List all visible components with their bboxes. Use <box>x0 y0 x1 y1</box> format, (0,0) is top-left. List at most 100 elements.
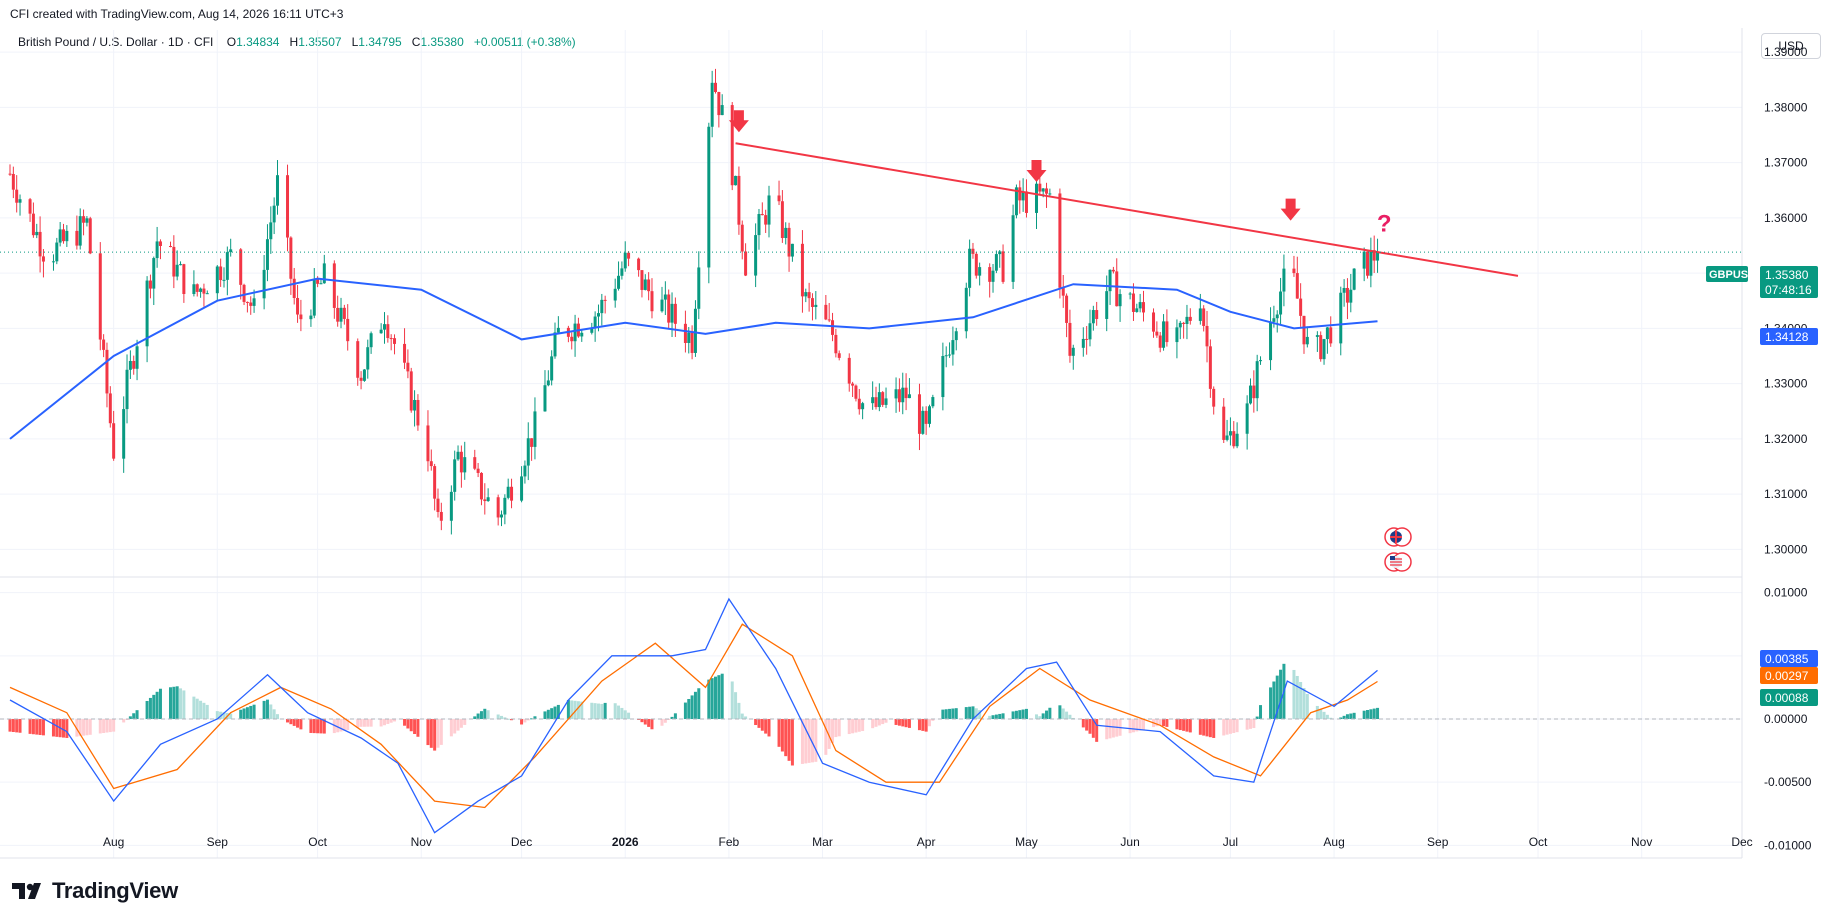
histogram-bar <box>673 713 677 719</box>
histogram-bar <box>994 714 998 719</box>
histogram-bar <box>195 698 199 719</box>
histogram-bar <box>145 700 149 719</box>
candle-body <box>1131 293 1135 312</box>
histogram-bar <box>1155 719 1159 727</box>
legend-high-value: 1.35507 <box>298 35 342 49</box>
histogram-bar <box>1105 719 1109 740</box>
histogram-bar <box>506 718 510 720</box>
histogram-bar <box>473 716 477 719</box>
candle-body <box>369 333 373 348</box>
candle-body <box>927 406 931 424</box>
histogram-bar <box>356 719 360 728</box>
candle-body <box>158 241 162 247</box>
candle-body <box>426 425 430 462</box>
candle-body <box>620 268 624 276</box>
legend-change: +0.00511 (+0.38%) <box>473 35 576 49</box>
candle-body <box>61 229 65 242</box>
candle-body <box>1282 268 1286 292</box>
signal-line <box>9 623 1378 809</box>
histogram-bar <box>122 719 126 723</box>
candle-body <box>41 256 45 262</box>
candle-body <box>767 195 771 225</box>
macd-tick-label: 0.00000 <box>1764 712 1808 726</box>
candle-body <box>974 253 978 276</box>
candle-body <box>449 491 453 521</box>
candle-body <box>1024 191 1028 213</box>
candle-body <box>389 338 393 340</box>
tradingview-logo[interactable]: TradingView <box>12 878 178 904</box>
histogram-bar <box>754 719 758 726</box>
histogram-bar <box>690 695 694 719</box>
candle-body <box>720 105 724 116</box>
histogram-bar <box>1315 705 1319 719</box>
ma-badge-value: 1.34128 <box>1765 330 1809 344</box>
candle-body <box>1185 316 1189 324</box>
histogram-bar <box>98 719 102 734</box>
macd-badges: 0.00385 0.00297 0.00088 <box>1760 650 1818 706</box>
candle-body <box>342 307 346 319</box>
histogram-bar <box>409 719 413 732</box>
currency-button[interactable]: USD <box>1761 33 1821 59</box>
candle-body <box>533 411 537 447</box>
candle-body <box>456 451 460 460</box>
candle-body <box>135 346 139 369</box>
histogram-bar <box>1342 715 1346 719</box>
histogram-bar <box>449 719 453 737</box>
candle-body <box>105 349 109 394</box>
candle-body <box>550 356 554 381</box>
candle-body <box>780 201 784 239</box>
histogram-bar <box>964 707 968 719</box>
histogram-bar <box>175 686 179 719</box>
candle-body <box>1208 346 1212 389</box>
candle-body <box>476 468 480 473</box>
time-tick-label: May <box>1015 835 1038 849</box>
candle-body <box>613 288 617 301</box>
candle-body <box>1135 308 1139 312</box>
candle-body <box>1061 287 1065 296</box>
candle-body <box>252 298 256 306</box>
histogram-bar <box>874 719 878 727</box>
candle-body <box>1366 251 1370 276</box>
candle-body <box>1232 431 1236 447</box>
histogram-bar <box>336 719 340 733</box>
candle-body <box>1141 302 1145 313</box>
candle-body <box>941 356 945 398</box>
candle-body <box>459 451 463 473</box>
candle-body <box>155 241 159 259</box>
histogram-bar <box>603 702 607 719</box>
candle-body <box>1041 188 1045 192</box>
candle-body <box>697 267 701 309</box>
histogram-bar <box>1302 688 1306 719</box>
candle-body <box>1345 287 1349 303</box>
histogram-bar <box>861 719 865 732</box>
histogram-bar <box>884 719 888 723</box>
candle-body <box>787 227 791 257</box>
histogram-bar <box>804 719 808 764</box>
histogram-bar <box>366 719 370 727</box>
histogram-bar <box>640 719 644 723</box>
candle-body <box>520 476 524 501</box>
candle-body <box>1325 327 1329 340</box>
candle-body <box>1088 323 1092 340</box>
candle-body <box>784 227 788 239</box>
candle-body <box>627 252 631 259</box>
histogram-bar <box>1372 708 1376 719</box>
histogram-bar <box>710 678 714 719</box>
histogram-bar <box>182 690 186 719</box>
histogram-bar <box>78 719 82 737</box>
candle-body <box>145 280 149 347</box>
histogram-bar <box>359 719 363 727</box>
candle-body <box>219 266 223 281</box>
histogram-bar <box>312 719 316 734</box>
histogram-bar <box>55 719 59 737</box>
histogram-bar <box>202 702 206 719</box>
histogram-bar <box>1001 713 1005 719</box>
histogram-bar <box>693 691 697 719</box>
histogram-bar <box>1088 719 1092 734</box>
candle-body <box>757 214 761 236</box>
candle-body <box>205 293 209 295</box>
candle-body <box>707 126 711 268</box>
candle-body <box>1175 327 1179 343</box>
candle-body <box>202 288 206 294</box>
